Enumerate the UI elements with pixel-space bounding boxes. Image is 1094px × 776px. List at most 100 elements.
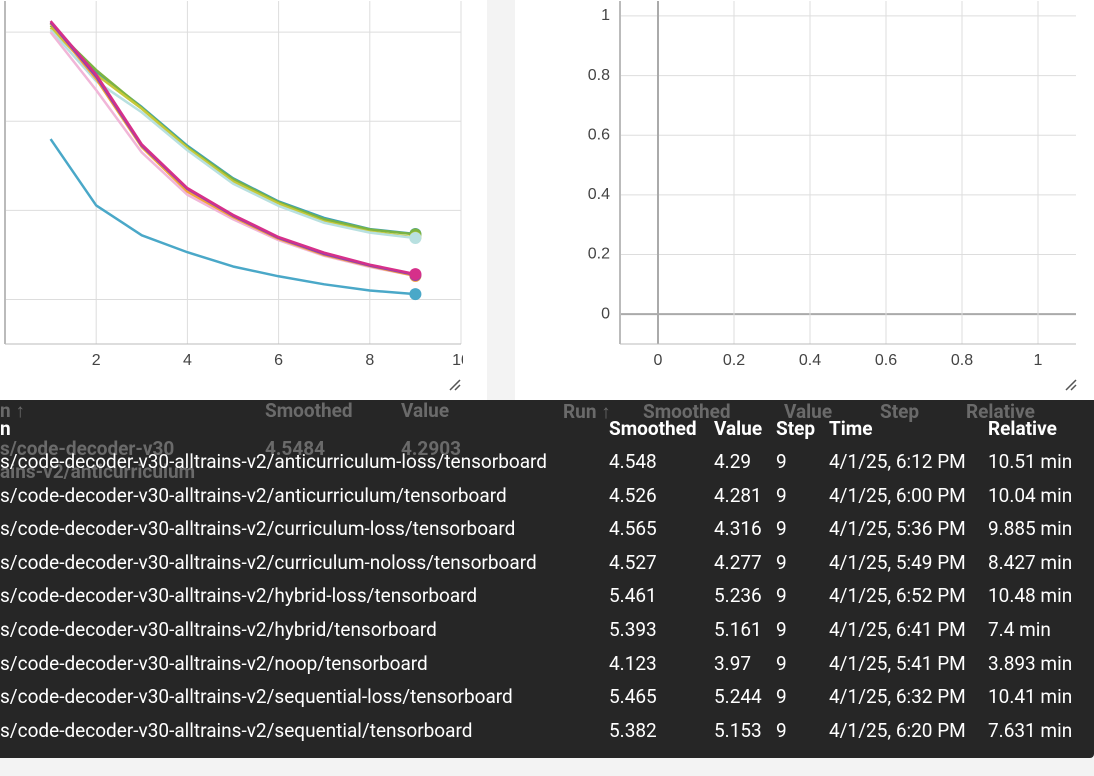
x-tick-label: 4: [183, 352, 192, 369]
series-line: [49, 20, 416, 276]
x-tick-label: 0.8: [951, 352, 973, 369]
cell: 10.41 min: [988, 685, 1073, 709]
run-name: s/code-decoder-v30-alltrains-v2/anticurr…: [0, 450, 548, 473]
y-tick-label: 1: [601, 7, 610, 24]
y-tick-label: 0.6: [588, 126, 610, 143]
resize-handle[interactable]: [448, 378, 462, 392]
cell: 9.885 min: [988, 517, 1073, 541]
cell: 4.316: [714, 517, 762, 541]
resize-handle[interactable]: [1064, 378, 1078, 392]
cell: 9: [776, 618, 787, 641]
ghost-text: 4.5484: [265, 437, 326, 460]
series-line: [49, 22, 416, 278]
cell: 4/1/25, 5:49 PM: [829, 550, 966, 574]
cell: 4/1/25, 6:00 PM: [829, 483, 966, 507]
cell: 9: [776, 550, 787, 574]
column-header: Step: [776, 417, 816, 440]
run-name: s/code-decoder-v30-alltrains-v2/anticurr…: [0, 483, 507, 507]
y-tick-label: 0: [601, 305, 610, 322]
y-tick-label: 0.2: [588, 246, 610, 263]
cell: 10.51 min: [988, 450, 1073, 473]
cell: 7.631 min: [988, 718, 1073, 742]
cell: 4/1/25, 6:41 PM: [829, 618, 966, 641]
x-tick-label: 8: [365, 352, 374, 369]
end-point: [409, 231, 422, 244]
cell: 5.393: [609, 618, 657, 641]
cell: 4.29: [714, 450, 752, 473]
x-tick-label: 10: [452, 352, 463, 369]
cell: 5.382: [609, 718, 657, 742]
series-line: [49, 22, 416, 236]
cell: 3.893 min: [988, 651, 1073, 675]
cell: 4.565: [609, 517, 657, 541]
x-tick-label: 2: [92, 352, 101, 369]
cell: 5.161: [714, 618, 762, 641]
ghost-text: Value: [784, 400, 833, 423]
run-name: s/code-decoder-v30-alltrains-v2/sequenti…: [0, 685, 513, 709]
y-tick-label: 0.8: [588, 67, 610, 84]
ghost-text: Smoothed: [265, 400, 353, 422]
cell: 10.48 min: [988, 584, 1073, 608]
ghost-text: Step: [880, 400, 920, 423]
cell: 4.527: [609, 550, 657, 574]
column-header: Value: [714, 417, 763, 440]
run-name: s/code-decoder-v30-alltrains-v2/curricul…: [0, 550, 537, 574]
column-header: Smoothed: [609, 417, 697, 440]
cell: 9: [776, 718, 787, 742]
ghost-text: s/code-decoder-v30: [0, 437, 175, 460]
ghost-text: ains-v2/anticurriculum: [0, 460, 196, 483]
cell: 8.427 min: [988, 550, 1073, 574]
ghost-text: Value: [401, 400, 450, 422]
cell: 3.97: [714, 651, 752, 675]
run-name: s/code-decoder-v30-alltrains-v2/hybrid-l…: [0, 584, 478, 608]
cell: 4/1/25, 5:41 PM: [829, 651, 966, 675]
cell: 4/1/25, 5:36 PM: [829, 517, 966, 541]
series-line: [49, 21, 416, 277]
run-name: s/code-decoder-v30-alltrains-v2/noop/ten…: [0, 651, 428, 675]
cell: 5.461: [609, 584, 657, 608]
series-line: [49, 138, 416, 296]
cell: 4.123: [609, 651, 657, 675]
cell: 4/1/25, 6:32 PM: [829, 685, 966, 709]
x-tick-label: 0.2: [723, 352, 745, 369]
right-card: 0 0.2 0.4 0.6 0.8 1 0 0.2 0.4 0.6 0.8 1: [515, 0, 1094, 400]
ghost-text: Run ↑: [563, 400, 611, 423]
end-point: [409, 288, 422, 301]
cell: 9: [776, 483, 787, 507]
series-line: [49, 31, 416, 278]
cell: 5.236: [714, 584, 762, 608]
ghost-text: n ↑: [0, 400, 25, 422]
cell: 4.526: [609, 483, 657, 507]
ghost-text: 4.2903: [401, 437, 462, 460]
cell: 7.4 min: [988, 618, 1051, 641]
x-tick-label: 6: [274, 352, 283, 369]
cell: 10.04 min: [988, 483, 1073, 507]
series-line: [49, 29, 416, 240]
column-header: n: [0, 417, 11, 440]
tooltip: n ↑ Smoothed Value Run ↑ Smoothed Value Step Re…: [0, 400, 1094, 758]
cell: 5.244: [714, 685, 762, 709]
ghost-text: Relative: [966, 400, 1035, 423]
cell: 9: [776, 651, 787, 675]
series-line: [49, 24, 416, 236]
cell: 9: [776, 584, 787, 608]
column-header: Relative: [988, 417, 1057, 440]
run-name: s/code-decoder-v30-alltrains-v2/sequenti…: [0, 718, 473, 742]
cell: 4/1/25, 6:52 PM: [829, 584, 966, 608]
series-line: [49, 26, 416, 239]
cell: 4.281: [714, 483, 762, 507]
cell: 9: [776, 450, 787, 473]
cell: 4/1/25, 6:12 PM: [829, 450, 966, 473]
column-header: Time: [829, 417, 873, 440]
right-chart: 0 0.2 0.4 0.6 0.8 1 0 0.2 0.4 0.6 0.8 1: [588, 1, 1076, 369]
cell: 5.153: [714, 718, 762, 742]
end-point: [409, 268, 422, 281]
y-tick-label: 0.4: [588, 186, 610, 203]
cell: 4.548: [609, 450, 657, 473]
x-tick-label: 0: [654, 352, 663, 369]
cell: 9: [776, 685, 787, 709]
left-card: 2 4 6 8 10: [0, 0, 487, 400]
cell: 9: [776, 517, 787, 541]
x-tick-label: 1: [1034, 352, 1043, 369]
